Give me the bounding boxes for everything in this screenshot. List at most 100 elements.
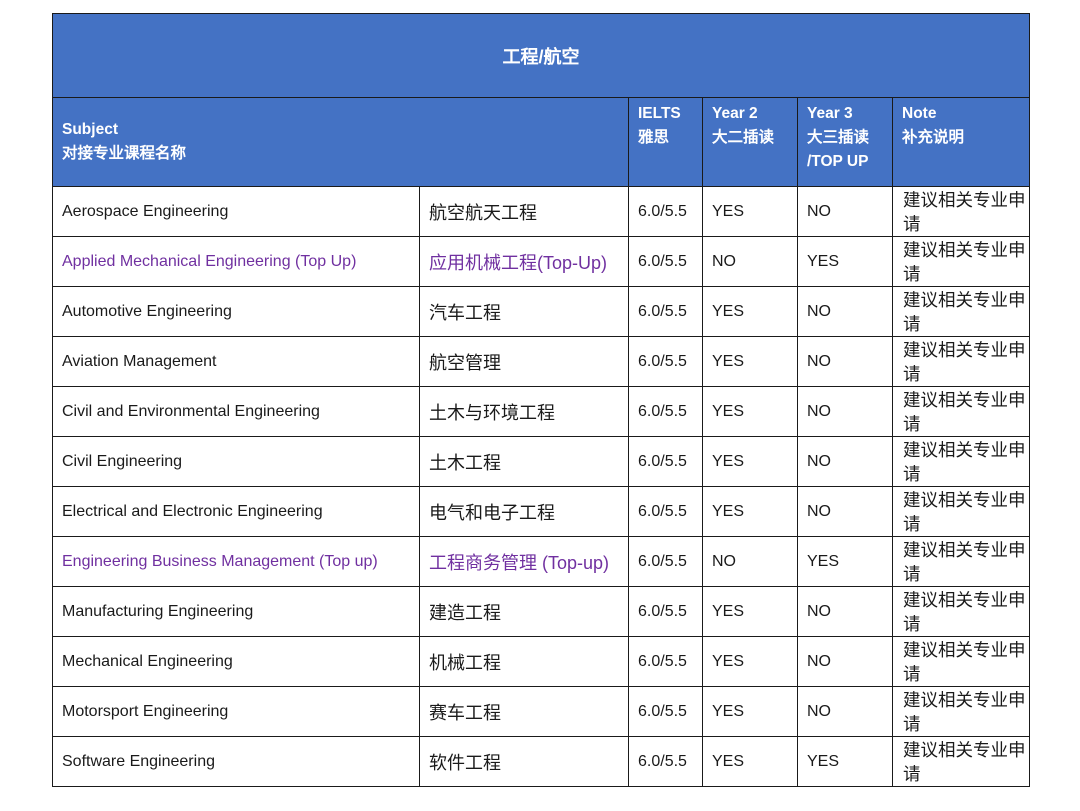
note-cell: 建议相关专业申请 <box>891 436 1031 487</box>
year3-cell: YES <box>797 736 893 787</box>
header-note: Note 补充说明 <box>891 97 1031 187</box>
subject-cn-cell: 航空管理 <box>419 336 629 387</box>
note-cell: 建议相关专业申请 <box>891 686 1031 737</box>
year3-cell: YES <box>797 536 893 587</box>
year3-cell: NO <box>797 286 893 337</box>
table-row: Aerospace Engineering 航空航天工程 6.0/5.5 YES… <box>52 186 1031 237</box>
header-year3: Year 3 大三插读 /TOP UP <box>797 97 893 187</box>
subject-en-cell: Civil Engineering <box>52 436 420 487</box>
year3-cell: NO <box>797 386 893 437</box>
ielts-cell: 6.0/5.5 <box>628 236 703 287</box>
table-row: Civil and Environmental Engineering 土木与环… <box>52 386 1031 437</box>
header-subject-en: Subject <box>62 121 118 138</box>
ielts-cell: 6.0/5.5 <box>628 336 703 387</box>
ielts-cell: 6.0/5.5 <box>628 686 703 737</box>
subject-en-cell: Motorsport Engineering <box>52 686 420 737</box>
subject-cn-cell: 土木工程 <box>419 436 629 487</box>
ielts-cell: 6.0/5.5 <box>628 286 703 337</box>
subject-en-cell: Manufacturing Engineering <box>52 586 420 637</box>
year3-cell: NO <box>797 586 893 637</box>
ielts-cell: 6.0/5.5 <box>628 486 703 537</box>
header-ielts: IELTS 雅思 <box>628 97 703 187</box>
subject-cn-cell: 建造工程 <box>419 586 629 637</box>
ielts-cell: 6.0/5.5 <box>628 186 703 237</box>
year2-cell: YES <box>702 186 798 237</box>
header-note-en: Note <box>902 105 937 122</box>
year2-cell: YES <box>702 686 798 737</box>
table-title: 工程/航空 <box>51 13 1031 98</box>
subject-en-cell: Aviation Management <box>52 336 420 387</box>
year3-cell: NO <box>797 436 893 487</box>
header-subject-cn: 对接专业课程名称 <box>62 145 187 162</box>
year2-cell: NO <box>702 236 798 287</box>
year2-cell: NO <box>702 536 798 587</box>
table-row: Engineering Business Management (Top up)… <box>52 536 1031 587</box>
table-row: Manufacturing Engineering 建造工程 6.0/5.5 Y… <box>52 586 1031 637</box>
year3-cell: NO <box>797 186 893 237</box>
year2-cell: YES <box>702 386 798 437</box>
subject-cn-cell: 电气和电子工程 <box>419 486 629 537</box>
subject-en-cell: Mechanical Engineering <box>52 636 420 687</box>
table-row: Aviation Management 航空管理 6.0/5.5 YES NO … <box>52 336 1031 387</box>
subject-cn-cell: 软件工程 <box>419 736 629 787</box>
year3-cell: YES <box>797 236 893 287</box>
table-body: Aerospace Engineering 航空航天工程 6.0/5.5 YES… <box>52 186 1031 787</box>
header-note-cn: 补充说明 <box>902 129 965 146</box>
note-cell: 建议相关专业申请 <box>891 536 1031 587</box>
year2-cell: YES <box>702 336 798 387</box>
ielts-cell: 6.0/5.5 <box>628 536 703 587</box>
note-cell: 建议相关专业申请 <box>891 236 1031 287</box>
table-row: Automotive Engineering 汽车工程 6.0/5.5 YES … <box>52 286 1031 337</box>
year2-cell: YES <box>702 286 798 337</box>
ielts-cell: 6.0/5.5 <box>628 386 703 437</box>
year3-cell: NO <box>797 686 893 737</box>
year3-cell: NO <box>797 486 893 537</box>
header-year3-cn: 大三插读 <box>807 129 870 146</box>
course-table: 工程/航空 Subject 对接专业课程名称 IELTS 雅思 Year 2 大… <box>51 13 1031 787</box>
table-row: Applied Mechanical Engineering (Top Up) … <box>52 236 1031 287</box>
table-row: Motorsport Engineering 赛车工程 6.0/5.5 YES … <box>52 686 1031 737</box>
note-cell: 建议相关专业申请 <box>891 636 1031 687</box>
ielts-cell: 6.0/5.5 <box>628 636 703 687</box>
year2-cell: YES <box>702 736 798 787</box>
subject-en-cell: Engineering Business Management (Top up) <box>52 536 420 587</box>
table-row: Mechanical Engineering 机械工程 6.0/5.5 YES … <box>52 636 1031 687</box>
subject-en-cell: Civil and Environmental Engineering <box>52 386 420 437</box>
header-year2-cn: 大二插读 <box>712 129 775 146</box>
subject-cn-cell: 航空航天工程 <box>419 186 629 237</box>
note-cell: 建议相关专业申请 <box>891 486 1031 537</box>
table-row: Electrical and Electronic Engineering 电气… <box>52 486 1031 537</box>
subject-cn-cell: 机械工程 <box>419 636 629 687</box>
year2-cell: YES <box>702 586 798 637</box>
header-ielts-en: IELTS <box>638 105 681 122</box>
subject-cn-cell: 应用机械工程(Top-Up) <box>419 236 629 287</box>
header-row: Subject 对接专业课程名称 IELTS 雅思 Year 2 大二插读 Ye… <box>52 97 1031 187</box>
note-cell: 建议相关专业申请 <box>891 336 1031 387</box>
year3-cell: NO <box>797 336 893 387</box>
title-row: 工程/航空 <box>51 13 1031 98</box>
ielts-cell: 6.0/5.5 <box>628 736 703 787</box>
header-year2-en: Year 2 <box>712 105 758 122</box>
note-cell: 建议相关专业申请 <box>891 586 1031 637</box>
header-ielts-cn: 雅思 <box>638 129 670 146</box>
subject-cn-cell: 汽车工程 <box>419 286 629 337</box>
subject-cn-cell: 土木与环境工程 <box>419 386 629 437</box>
year3-cell: NO <box>797 636 893 687</box>
year2-cell: YES <box>702 636 798 687</box>
note-cell: 建议相关专业申请 <box>891 186 1031 237</box>
header-subject: Subject 对接专业课程名称 <box>52 97 629 187</box>
table-row: Software Engineering 软件工程 6.0/5.5 YES YE… <box>52 736 1031 787</box>
year2-cell: YES <box>702 486 798 537</box>
subject-cn-cell: 赛车工程 <box>419 686 629 737</box>
note-cell: 建议相关专业申请 <box>891 386 1031 437</box>
subject-en-cell: Applied Mechanical Engineering (Top Up) <box>52 236 420 287</box>
subject-en-cell: Electrical and Electronic Engineering <box>52 486 420 537</box>
header-year3-topup: /TOP UP <box>807 153 869 170</box>
note-cell: 建议相关专业申请 <box>891 286 1031 337</box>
subject-en-cell: Aerospace Engineering <box>52 186 420 237</box>
subject-en-cell: Software Engineering <box>52 736 420 787</box>
header-year2: Year 2 大二插读 <box>702 97 798 187</box>
year2-cell: YES <box>702 436 798 487</box>
subject-en-cell: Automotive Engineering <box>52 286 420 337</box>
table-row: Civil Engineering 土木工程 6.0/5.5 YES NO 建议… <box>52 436 1031 487</box>
